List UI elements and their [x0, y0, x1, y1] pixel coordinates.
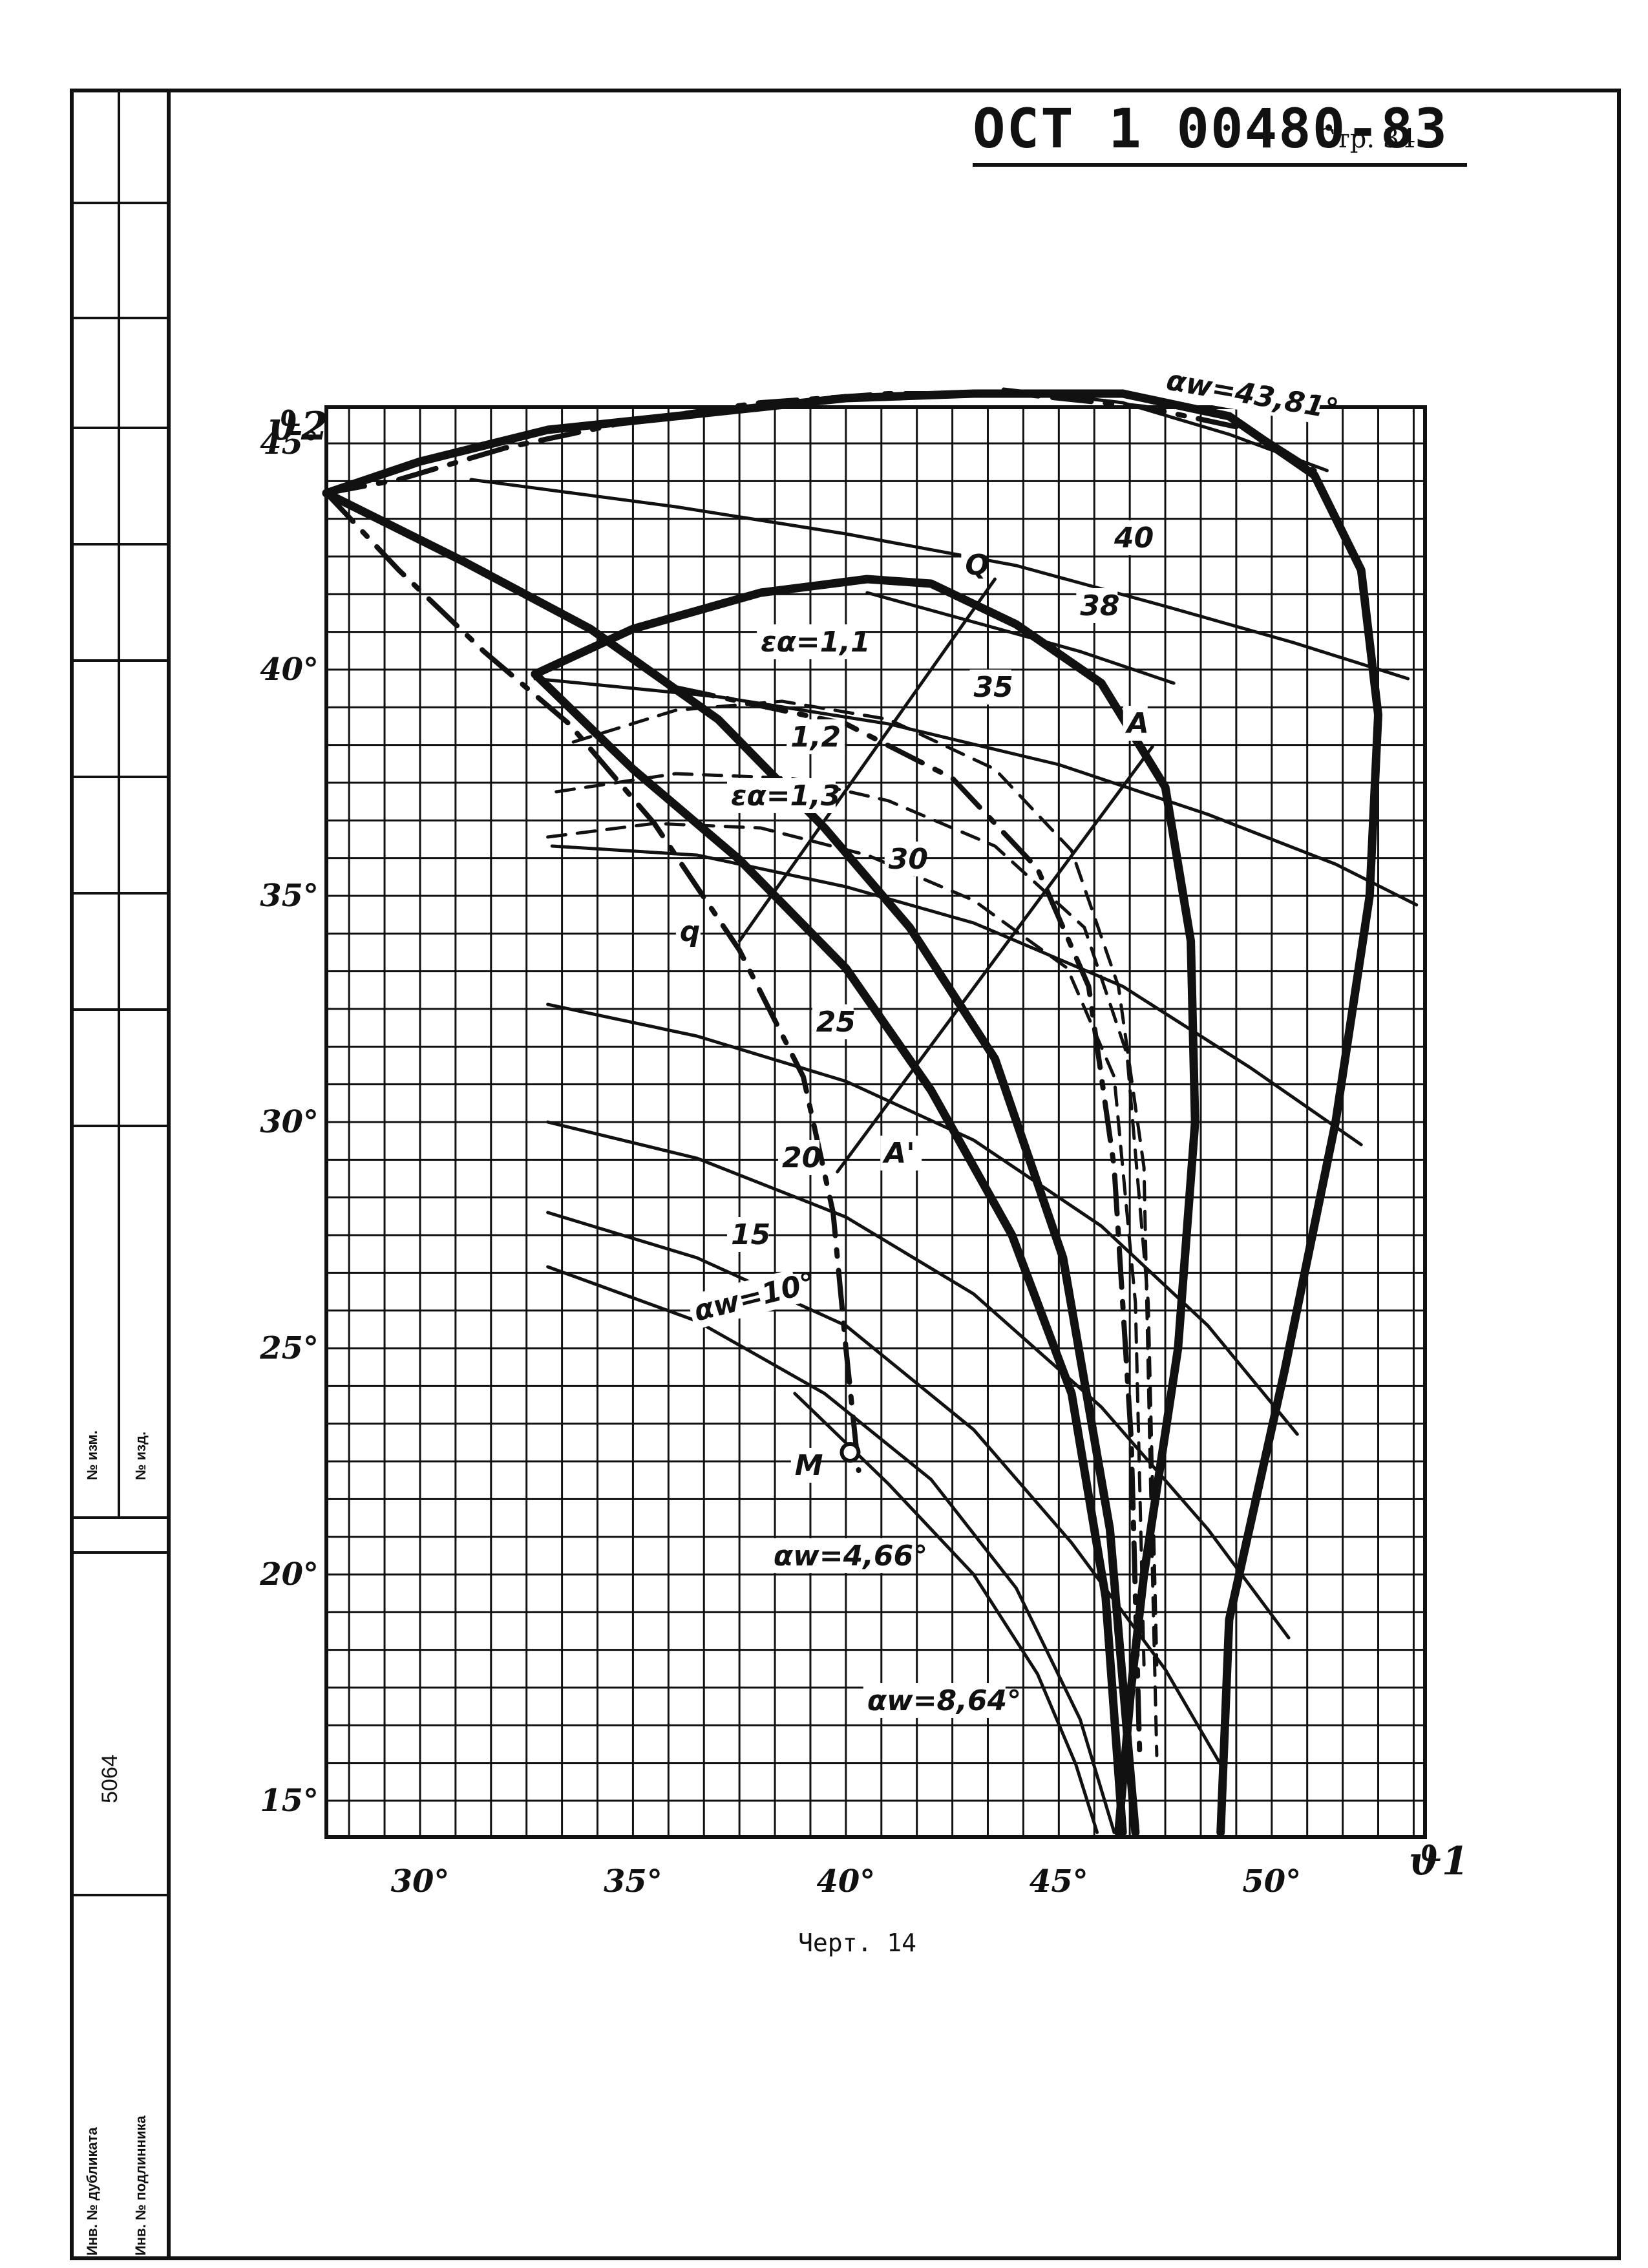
curve-label: εα=1,1 [761, 626, 871, 659]
y-tick-label: 15° [260, 1783, 319, 1819]
curve-label: q [680, 915, 701, 948]
x-axis-title: ϑ1 [1409, 1839, 1469, 1884]
series-line [793, 1392, 1099, 1834]
series-group [322, 387, 1419, 1837]
x-tick-label: 40° [816, 1863, 875, 1900]
side-column-divider [118, 89, 120, 1517]
label-backdrop [769, 1538, 912, 1573]
label-backdrop [1123, 706, 1148, 741]
side-cell-divider [70, 202, 167, 204]
x-tick-label: 50° [1242, 1863, 1301, 1900]
y-tick-label: 45° [260, 425, 319, 461]
series-line [546, 1120, 1291, 1640]
curve-label: αw=10° [691, 1266, 819, 1328]
label-backdrop [726, 1217, 768, 1252]
series-line [673, 685, 1143, 1758]
y-tick-label: 40° [260, 652, 319, 688]
series-line [836, 745, 1154, 1174]
curve-label: αw=43,81° [1164, 364, 1341, 427]
series-line [737, 577, 997, 943]
y-tick-label: 25° [259, 1330, 319, 1366]
curve-label: 1,2 [790, 721, 841, 754]
side-cell-divider [70, 1551, 167, 1554]
label-backdrop [778, 1140, 820, 1175]
curve-label: 40 [1114, 522, 1154, 555]
side-cell-divider [70, 317, 167, 319]
series-line [533, 677, 1419, 907]
side-cell-divider [70, 1894, 167, 1896]
side-cell-divider [70, 1516, 167, 1519]
label-backdrop [787, 719, 845, 754]
x-tick-label: 30° [391, 1863, 450, 1900]
axes: 30° 35° 40° 45° 50° 15° 20° 25° 30° 35° 40° 45° [259, 405, 1427, 1900]
frame-inner-border [167, 89, 171, 2260]
y-axis-title: ϑ2 [268, 404, 328, 449]
side-cell-divider [70, 776, 167, 778]
side-cell-divider [70, 1008, 167, 1011]
label-backdrop [1160, 361, 1323, 424]
label-backdrop [726, 778, 836, 813]
series-line [324, 491, 861, 1473]
label-backdrop [1110, 520, 1152, 555]
label-backdrop [812, 1004, 854, 1039]
label-backdrop [969, 670, 1011, 705]
y-tick-label: 30° [260, 1104, 319, 1140]
x-tick-label: 45° [1030, 1863, 1088, 1900]
series-line [546, 1211, 1223, 1766]
series-line [1118, 389, 1382, 1837]
curve-label: εα=1,3 [731, 779, 841, 812]
label-backdrop [686, 1269, 801, 1330]
series-line [322, 489, 1140, 1837]
side-cell-divider [70, 892, 167, 895]
label-backdrop [880, 1136, 922, 1171]
curve-label: 20 [782, 1141, 821, 1174]
series-line [469, 478, 1410, 681]
curve-label: 30 [889, 843, 928, 876]
figure-caption: Черт. 14 [798, 1929, 917, 1957]
label-backdrop [757, 624, 866, 659]
side-cell-divider [70, 1125, 167, 1127]
label-backdrop [675, 914, 701, 949]
curve-label: 35 [974, 671, 1013, 704]
label-backdrop [863, 1683, 1006, 1718]
header-underline [973, 163, 1467, 167]
curve-label: αw=8,64° [867, 1684, 1021, 1717]
series-line [324, 391, 1317, 496]
side-cell-divider [70, 543, 167, 546]
label-backdrop [961, 547, 986, 582]
curve-label: 15 [731, 1218, 770, 1251]
label-backdrop [1076, 588, 1118, 623]
series-line [555, 772, 1159, 1667]
curve-label: Q [965, 549, 989, 582]
y-tick-label: 20° [259, 1556, 319, 1593]
point-marker [840, 1442, 861, 1463]
label-backdrop [884, 842, 926, 876]
series-line [546, 1002, 1299, 1436]
curve-label: 38 [1080, 589, 1119, 622]
side-cell-divider [70, 659, 167, 662]
page-number: Стр. 34 [1316, 124, 1416, 154]
page-frame [70, 89, 1621, 2260]
curve-label: A [1125, 707, 1149, 740]
x-tick-label: 35° [604, 1863, 662, 1900]
y-tick-label: 35° [260, 878, 319, 914]
plot-border [324, 405, 1427, 1839]
curve-label: M [795, 1449, 823, 1482]
side-cell-divider [70, 427, 167, 429]
label-backdrop [790, 1448, 816, 1483]
series-line [322, 389, 1127, 498]
curve-label: 25 [816, 1006, 856, 1039]
curve-label: A' [882, 1137, 915, 1170]
series-line [550, 844, 1363, 1147]
series-line [531, 670, 1127, 1837]
curve-label: αw=4,66° [774, 1540, 927, 1573]
document-number: ОСТ 1 00480-83 [973, 97, 1449, 160]
